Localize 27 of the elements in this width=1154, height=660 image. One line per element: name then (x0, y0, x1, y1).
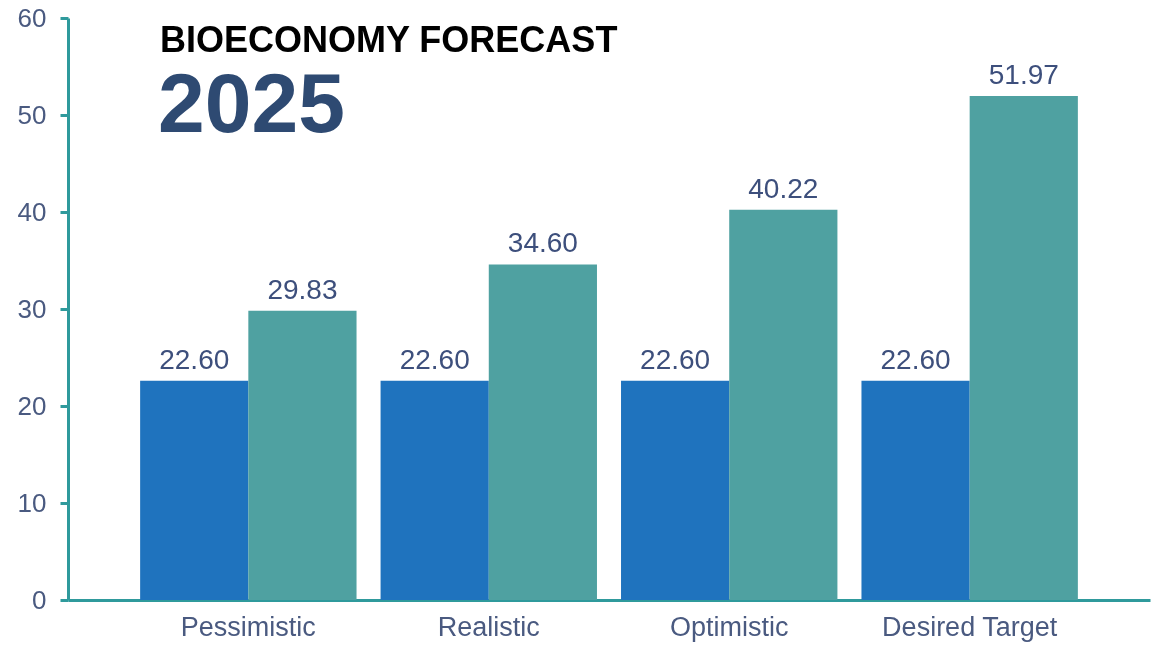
y-tick-label: 60 (17, 2, 47, 33)
bar (380, 380, 489, 600)
data-label: 34.60 (507, 227, 578, 259)
bar (140, 380, 249, 600)
bar (621, 380, 730, 600)
y-tick-label: 40 (17, 196, 47, 227)
bar (729, 209, 838, 600)
y-tick-label: 0 (32, 584, 47, 615)
data-label: 40.22 (748, 172, 819, 204)
data-label: 22.60 (640, 343, 711, 375)
bar (488, 264, 597, 600)
x-tick-label: Desired Target (882, 611, 1058, 642)
y-tick-label: 30 (17, 293, 47, 324)
y-tick-label: 20 (17, 390, 47, 421)
x-tick-label: Optimistic (669, 611, 789, 642)
bar (969, 95, 1078, 600)
data-label: 29.83 (267, 273, 338, 305)
x-tick-label: Pessimistic (180, 611, 316, 642)
bar (248, 310, 357, 600)
bar (861, 380, 970, 600)
data-label: 22.60 (399, 343, 470, 375)
y-tick-label: 10 (17, 487, 47, 518)
x-tick-label: Realistic (437, 611, 540, 642)
y-tick-label: 50 (17, 99, 47, 130)
data-label: 51.97 (988, 58, 1059, 90)
data-label: 22.60 (159, 343, 230, 375)
data-label: 22.60 (880, 343, 951, 375)
